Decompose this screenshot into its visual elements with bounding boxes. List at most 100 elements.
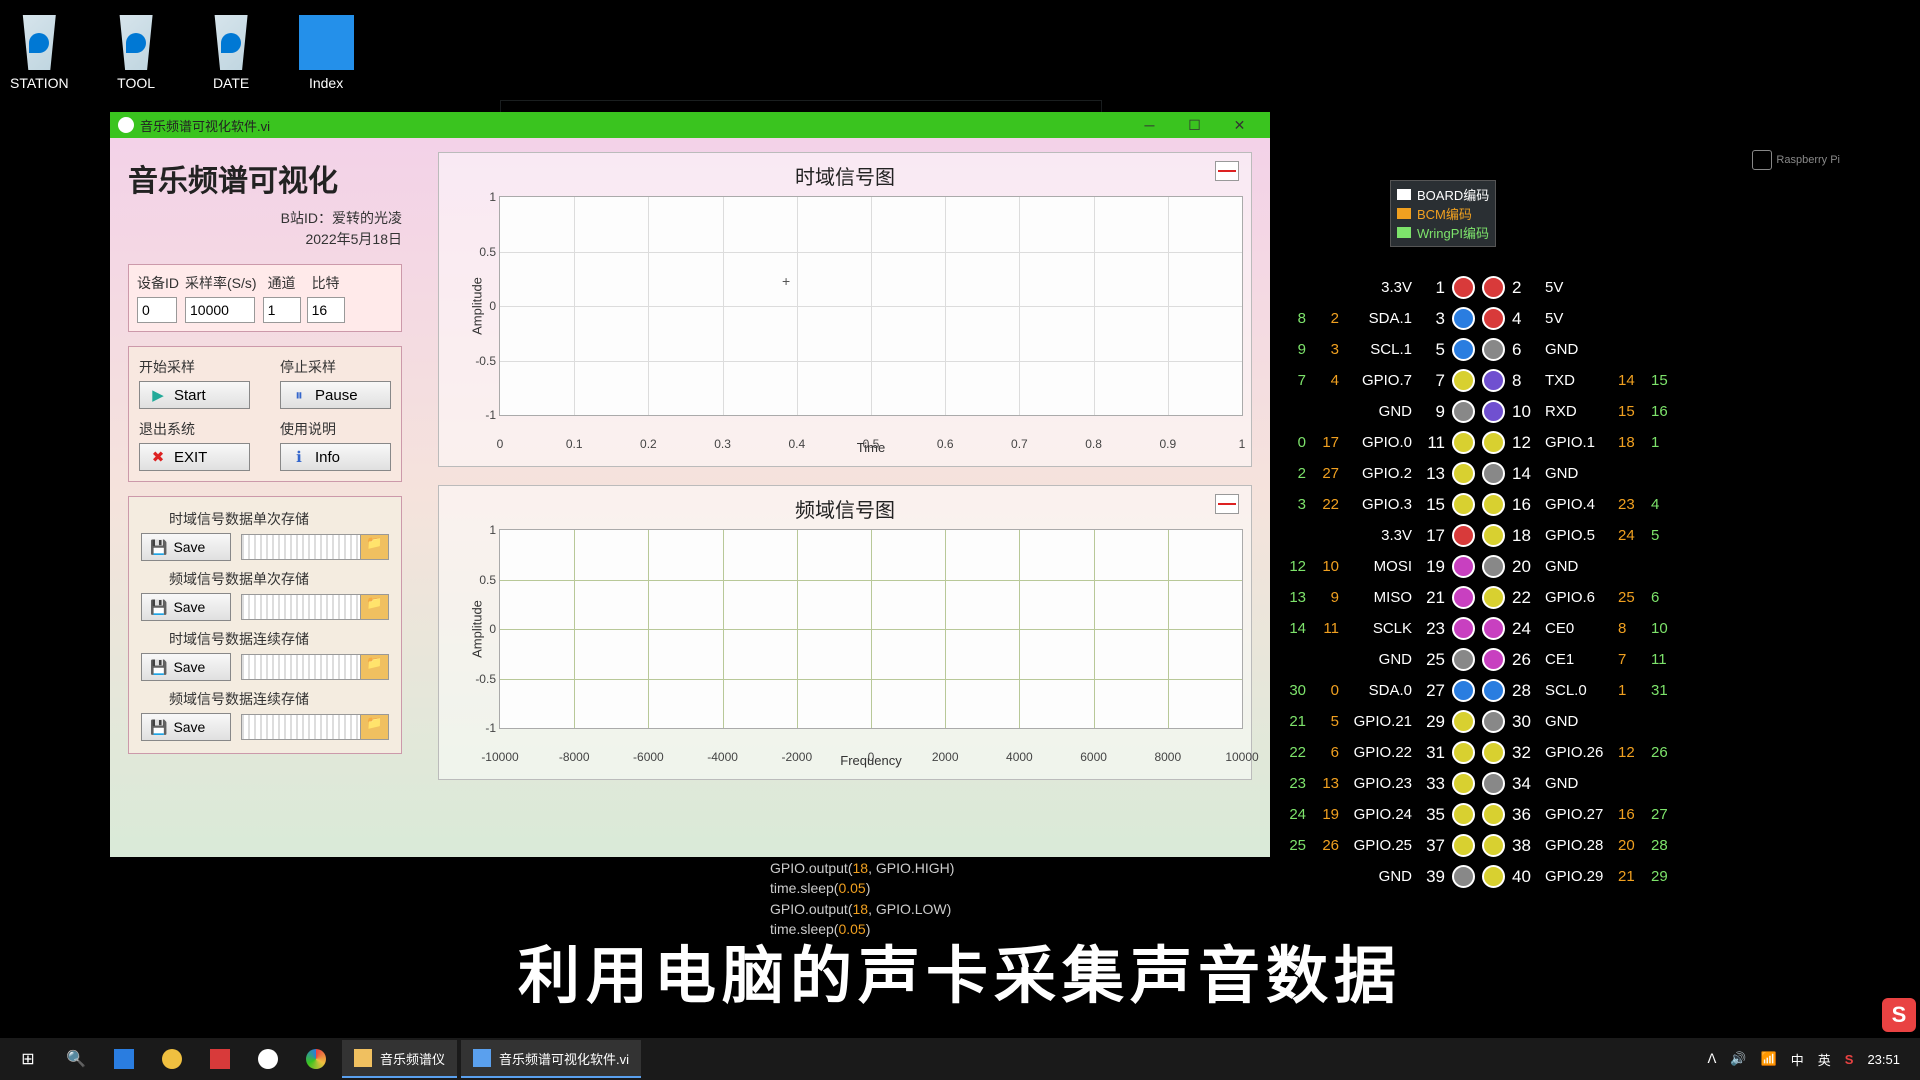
bcm-num: 20	[1618, 837, 1644, 854]
pin-name: GND	[1545, 713, 1611, 730]
gpio-legend: BOARD编码BCM编码WringPI编码	[1390, 180, 1496, 247]
pin-dot	[1452, 338, 1475, 361]
pin-dot	[1482, 276, 1505, 299]
taskbar-app-icon[interactable]	[150, 1038, 194, 1080]
save-button-1[interactable]: 💾Save	[141, 593, 231, 621]
save-button-3[interactable]: 💾Save	[141, 713, 231, 741]
save-button-2[interactable]: 💾Save	[141, 653, 231, 681]
pin-dot	[1452, 555, 1475, 578]
app-window: 音乐频谱可视化软件.vi ─ ☐ ✕ 音乐频谱可视化 B站ID：爱转的光凌 20…	[110, 112, 1270, 857]
wiringpi-num: 26	[1651, 744, 1677, 761]
taskbar-task[interactable]: 音乐频谱可视化软件.vi	[461, 1040, 641, 1078]
pin-name: GPIO.26	[1545, 744, 1611, 761]
wiringpi-num: 15	[1651, 372, 1677, 389]
pin-name: GPIO.24	[1346, 806, 1412, 823]
phys-num: 27	[1419, 681, 1445, 701]
desktop-icons: STATION TOOL DATE Index	[10, 15, 354, 91]
exit-label: 退出系统	[139, 419, 250, 439]
browse-button-0[interactable]	[360, 535, 388, 559]
wiringpi-num: 29	[1651, 868, 1677, 885]
search-button[interactable]: 🔍	[54, 1038, 98, 1080]
save-button-0[interactable]: 💾Save	[141, 533, 231, 561]
time-plot-area[interactable]: + Amplitude Time 10.50-0.5-1 00.10.20.30…	[499, 196, 1243, 416]
taskbar-app-icon[interactable]	[294, 1038, 338, 1080]
volume-icon[interactable]: 🔊	[1730, 1051, 1746, 1067]
phys-num: 37	[1419, 836, 1445, 856]
taskbar-app-icon[interactable]	[102, 1038, 146, 1080]
pin-name: CE0	[1545, 620, 1611, 637]
phys-num: 10	[1512, 402, 1538, 422]
wiringpi-num: 0	[1280, 434, 1306, 451]
phys-num: 17	[1419, 526, 1445, 546]
browse-button-3[interactable]	[360, 715, 388, 739]
chart-legend-icon[interactable]	[1215, 494, 1239, 514]
ime-indicator[interactable]: 中	[1791, 1050, 1804, 1069]
icon-label: Index	[309, 75, 343, 91]
tray-chevron-icon[interactable]: ᐱ	[1707, 1051, 1716, 1067]
taskbar-app-icon[interactable]	[246, 1038, 290, 1080]
wifi-icon[interactable]: 📶	[1761, 1051, 1777, 1067]
desktop-icon-index[interactable]: Index	[299, 15, 354, 91]
freq-chart: 频域信号图 Amplitude Frequency 10.50-0.5-1 -1…	[438, 485, 1252, 780]
legend-label: BOARD编码	[1417, 185, 1489, 204]
start-button[interactable]: ▶Start	[139, 381, 250, 409]
phys-num: 14	[1512, 464, 1538, 484]
device-id-input[interactable]	[137, 297, 177, 323]
pin-dot	[1452, 276, 1475, 299]
titlebar[interactable]: 音乐频谱可视化软件.vi ─ ☐ ✕	[110, 112, 1270, 138]
wiringpi-num: 13	[1280, 589, 1306, 606]
wiringpi-num: 3	[1280, 496, 1306, 513]
pause-button[interactable]: ⏸Pause	[280, 381, 391, 409]
clock[interactable]: 23:51	[1867, 1052, 1900, 1067]
browse-button-2[interactable]	[360, 655, 388, 679]
wiringpi-num: 22	[1280, 744, 1306, 761]
recycle-bin-icon	[109, 15, 164, 70]
bcm-num: 15	[1618, 403, 1644, 420]
phys-num: 34	[1512, 774, 1538, 794]
info-button[interactable]: ℹInfo	[280, 443, 391, 471]
sample-rate-input[interactable]	[185, 297, 255, 323]
phys-num: 24	[1512, 619, 1538, 639]
desktop-icon-tool[interactable]: TOOL	[109, 15, 164, 91]
wiringpi-num: 21	[1280, 713, 1306, 730]
freq-plot-area[interactable]: Amplitude Frequency 10.50-0.5-1 -10000-8…	[499, 529, 1243, 729]
ime-indicator[interactable]: 英	[1818, 1050, 1831, 1069]
bcm-num: 0	[1313, 682, 1339, 699]
phys-num: 31	[1419, 743, 1445, 763]
bcm-num: 9	[1313, 589, 1339, 606]
channel-input[interactable]	[263, 297, 301, 323]
minimize-button[interactable]: ─	[1127, 112, 1172, 138]
browse-button-1[interactable]	[360, 595, 388, 619]
pin-name: GPIO.1	[1545, 434, 1611, 451]
info-icon: ℹ	[291, 449, 307, 465]
video-subtitle: 利用电脑的声卡采集声音数据	[518, 925, 1402, 1015]
taskbar-app-icon[interactable]	[198, 1038, 242, 1080]
bit-input[interactable]	[307, 297, 345, 323]
sogou-tray-icon[interactable]: S	[1845, 1052, 1854, 1067]
start-menu-button[interactable]: ⊞	[6, 1038, 50, 1080]
pin-dot	[1452, 834, 1475, 857]
taskbar-task[interactable]: 音乐频谱仪	[342, 1040, 457, 1078]
ch-label: 通道	[263, 273, 301, 293]
system-tray[interactable]: ᐱ 🔊 📶 中 英 S 23:51	[1707, 1050, 1914, 1069]
desktop-icon-date[interactable]: DATE	[204, 15, 259, 91]
exit-button[interactable]: ✖EXIT	[139, 443, 250, 471]
phys-num: 11	[1419, 433, 1445, 453]
pin-name: GPIO.2	[1346, 465, 1412, 482]
close-icon: ✖	[150, 449, 166, 465]
pin-dot	[1452, 617, 1475, 640]
icon-label: TOOL	[117, 75, 155, 91]
close-button[interactable]: ✕	[1217, 112, 1262, 138]
maximize-button[interactable]: ☐	[1172, 112, 1217, 138]
wiringpi-num: 25	[1280, 837, 1306, 854]
info-label: 使用说明	[280, 419, 391, 439]
phys-num: 33	[1419, 774, 1445, 794]
id-label: 设备ID	[137, 273, 179, 293]
sogou-ime-icon[interactable]: S	[1882, 998, 1916, 1032]
pin-name: GPIO.23	[1346, 775, 1412, 792]
desktop-icon-station[interactable]: STATION	[10, 15, 69, 91]
wiringpi-num: 9	[1280, 341, 1306, 358]
chart-legend-icon[interactable]	[1215, 161, 1239, 181]
gpio-row: 3 22 GPIO.3 15 16 GPIO.4 23 4	[1280, 489, 1800, 520]
path-control-0	[241, 534, 389, 560]
